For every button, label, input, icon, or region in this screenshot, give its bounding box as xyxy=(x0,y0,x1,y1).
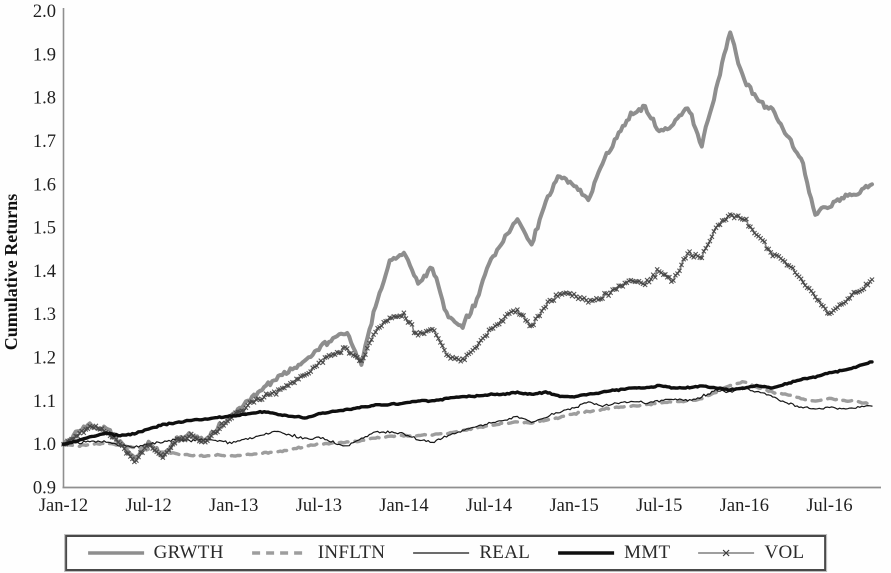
x-tick-label: Jan-16 xyxy=(720,496,769,516)
x-tick-label: Jan-13 xyxy=(209,496,258,516)
y-tick-label: 1.5 xyxy=(33,219,56,239)
series-line-vol xyxy=(62,213,873,463)
x-tick-label: Jul-12 xyxy=(125,496,171,516)
series-markers-vol xyxy=(61,212,875,465)
y-tick-label: 1.8 xyxy=(33,89,56,109)
y-tick-label: 1.0 xyxy=(33,435,56,455)
legend-line-sample-mmt-icon xyxy=(558,551,615,555)
legend-label-infltn: INFLTN xyxy=(317,542,386,563)
x-tick-label: Jan-15 xyxy=(549,496,598,516)
y-tick-label: 0.9 xyxy=(33,479,56,499)
legend-label-vol: VOL xyxy=(764,542,805,563)
legend-item-real: REAL xyxy=(412,542,530,564)
legend-line-sample-real-icon xyxy=(413,552,470,554)
y-axis-label: Cumulative Returns xyxy=(1,194,21,351)
legend-line-sample-grwth-icon xyxy=(87,551,144,555)
legend-item-vol: VOL xyxy=(697,542,804,564)
legend-line-sample-infltn-icon xyxy=(251,551,308,555)
y-tick-label: 1.9 xyxy=(33,45,56,65)
y-tick-label: 2.0 xyxy=(33,2,56,22)
y-tick-label: 1.4 xyxy=(33,262,56,282)
x-tick-label: Jul-16 xyxy=(806,496,852,516)
legend-label-grwth: GRWTH xyxy=(153,542,224,563)
returns-line-chart: 0.9 1.0 1.1 1.2 1.3 1.4 1.5 1.6 1.7 1.8 1.9 2.0 Jan-… xyxy=(1,2,881,516)
legend-item-mmt: MMT xyxy=(557,542,670,564)
y-tick-label: 1.2 xyxy=(33,349,56,369)
chart-legend: GRWTH INFLTN REAL MMT VOL xyxy=(63,534,828,572)
series-line-mmt xyxy=(61,360,874,446)
x-tick-label: Jul-15 xyxy=(636,496,682,516)
legend-item-infltn: INFLTN xyxy=(251,542,386,564)
x-tick-label: Jul-13 xyxy=(296,496,342,516)
x-tick-label: Jan-12 xyxy=(39,496,88,516)
legend-label-mmt: MMT xyxy=(624,542,671,563)
legend-item-grwth: GRWTH xyxy=(87,542,224,564)
y-tick-label: 1.1 xyxy=(33,392,56,412)
x-tick-label: Jan-14 xyxy=(379,496,428,516)
legend-label-real: REAL xyxy=(479,542,531,563)
legend-line-sample-vol-icon xyxy=(698,549,755,557)
series-line-infltn xyxy=(61,380,874,458)
y-tick-label: 1.6 xyxy=(33,175,56,195)
y-tick-label: 1.7 xyxy=(33,132,56,152)
y-tick-label: 1.3 xyxy=(33,305,56,325)
x-tick-label: Jul-14 xyxy=(466,496,512,516)
series-line-grwth xyxy=(61,30,874,460)
